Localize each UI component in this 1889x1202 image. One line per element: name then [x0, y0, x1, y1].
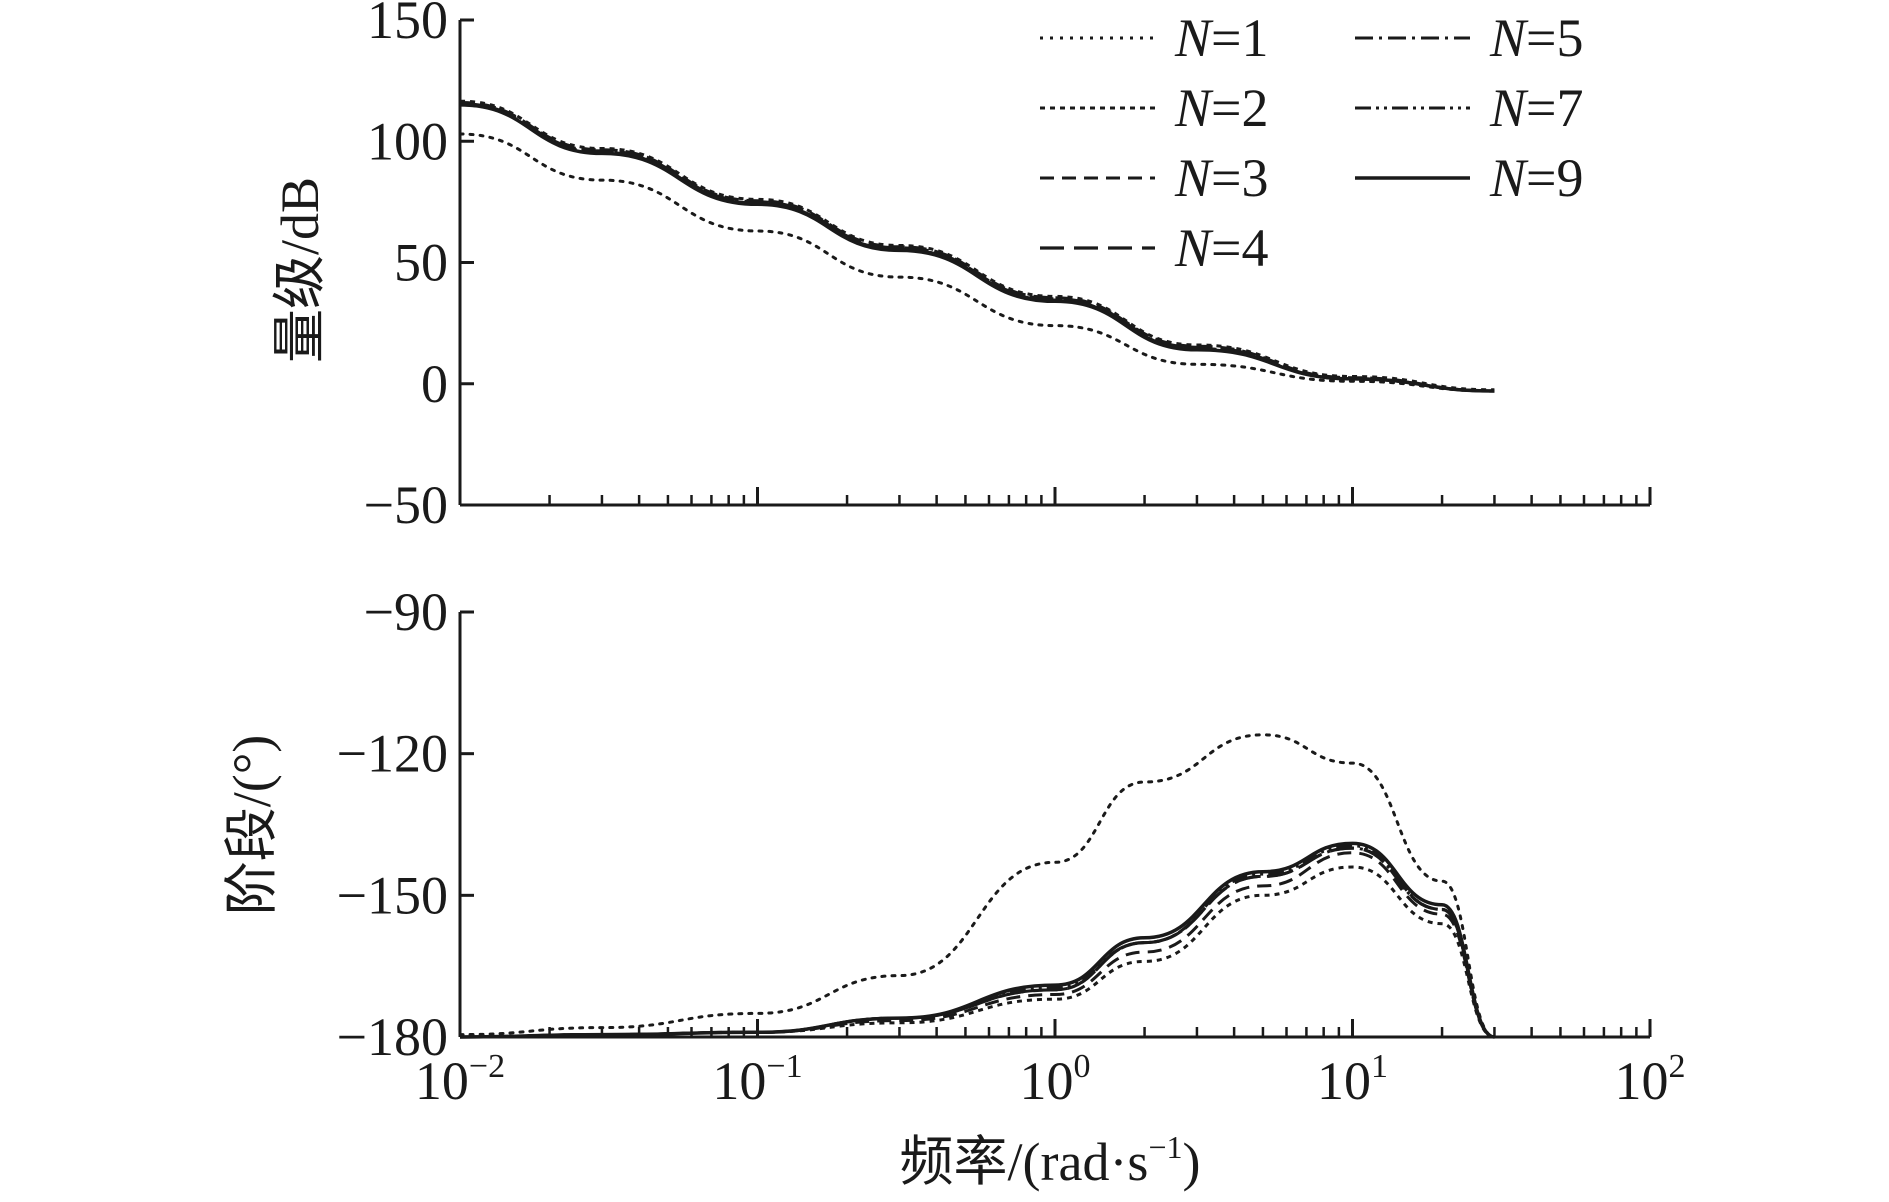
magnitude-panel: 150 100 50 0 −50 — [364, 0, 1652, 535]
x-tick-exponent: −1 — [766, 1048, 802, 1085]
series-line-N9-mag — [459, 103, 1495, 393]
x-tick-label: 10−1 — [712, 1048, 802, 1111]
series-line-N7-phase — [459, 844, 1495, 1039]
x-tick-base: 10 — [1615, 1051, 1669, 1111]
x-tick-label: 102 — [1615, 1048, 1686, 1111]
x-tick-base: 10 — [1317, 1051, 1371, 1111]
y-tick-label: 100 — [367, 111, 448, 171]
x-tick-exponent: 0 — [1074, 1048, 1091, 1085]
y-tick-label: −150 — [337, 865, 448, 925]
series-line-N3-phase — [459, 851, 1495, 1039]
x-axis-title-close: ) — [1183, 1132, 1201, 1192]
phase-y-axis-title: 阶段/(°) — [222, 735, 282, 916]
legend-label-N9: N=9 — [1489, 148, 1584, 208]
series-line-N2-phase — [459, 865, 1495, 1039]
x-axis-title: 频率/(rad·s−1) — [900, 1129, 1201, 1192]
series-line-N9-phase — [459, 841, 1495, 1039]
y-tick-label: −120 — [337, 724, 448, 784]
x-tick-exponent: −2 — [469, 1048, 505, 1085]
legend: N=1 N=5 N=2 N=7 N=3 N=9 N=4 — [1040, 8, 1584, 278]
legend-label-N5: N=5 — [1489, 8, 1584, 68]
series-line-N1-mag — [458, 132, 1496, 393]
x-tick-label: 101 — [1317, 1048, 1388, 1111]
y-tick-label: 150 — [367, 0, 448, 50]
magnitude-y-axis-title: 量级/dB — [270, 177, 330, 363]
x-axis-title-main: 频率/(rad·s — [900, 1132, 1149, 1192]
legend-label-N7: N=7 — [1489, 78, 1584, 138]
series-line-N3-mag — [459, 101, 1495, 393]
y-tick-label: −180 — [337, 1007, 448, 1067]
y-tick-label: −50 — [364, 475, 448, 535]
y-tick-label: −90 — [364, 582, 448, 642]
x-tick-base: 10 — [415, 1051, 469, 1111]
series-line-N4-mag — [459, 102, 1495, 393]
x-tick-exponent: 1 — [1371, 1048, 1388, 1085]
x-tick-base: 10 — [712, 1051, 766, 1111]
y-tick-label: 50 — [394, 233, 448, 293]
legend-label-N3: N=3 — [1174, 148, 1269, 208]
x-tick-label: 10−2 — [415, 1048, 505, 1111]
y-tick-label: 0 — [421, 354, 448, 414]
legend-label-N2: N=2 — [1174, 78, 1269, 138]
legend-label-N4: N=4 — [1174, 218, 1269, 278]
x-tick-exponent: 2 — [1669, 1048, 1686, 1085]
series-line-N5-mag — [459, 103, 1495, 393]
legend-label-N1: N=1 — [1174, 8, 1269, 68]
x-axis-title-superscript: −1 — [1148, 1129, 1182, 1165]
x-tick-label: 100 — [1020, 1048, 1091, 1111]
series-line-N2-mag — [459, 99, 1495, 392]
x-tick-base: 10 — [1020, 1051, 1074, 1111]
series-line-N1-phase — [458, 733, 1496, 1039]
series-line-N7-mag — [459, 103, 1495, 393]
